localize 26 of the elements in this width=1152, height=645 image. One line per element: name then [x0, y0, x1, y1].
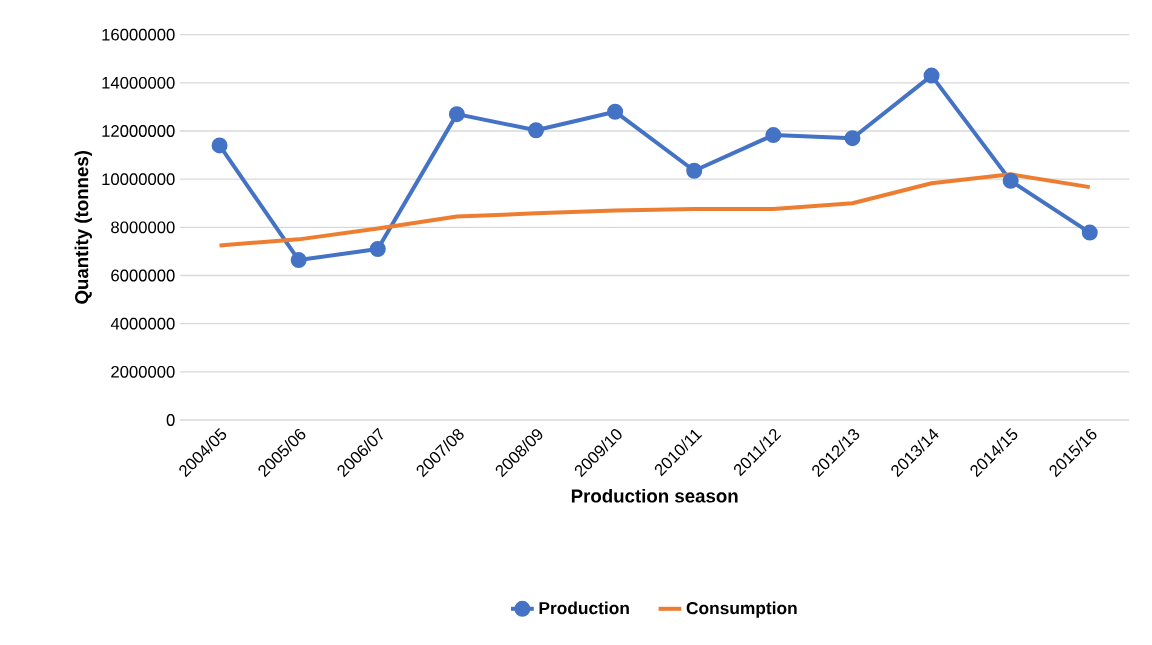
y-tick-label: 12000000 [102, 125, 175, 137]
y-tick-label: 0 [166, 414, 175, 426]
point [686, 162, 703, 179]
point [1081, 224, 1098, 241]
y-tick-label: 14000000 [102, 76, 175, 89]
y-tick-label: 2000000 [111, 365, 175, 378]
y-tick-label: 4000000 [110, 317, 175, 330]
line-series [217, 172, 1092, 248]
point [923, 67, 940, 84]
legend-label: Production [539, 601, 629, 615]
point [1002, 172, 1019, 189]
point [290, 252, 307, 269]
point [211, 137, 228, 154]
y-tick-label: 10000000 [102, 173, 175, 186]
legend-label: Consumption [686, 601, 797, 618]
y-tick-label: 8000000 [111, 221, 175, 234]
y-tick-label: 16000000 [102, 28, 175, 41]
point [369, 241, 386, 257]
y-tick-label: 6000000 [111, 269, 175, 282]
point [448, 106, 465, 123]
point [765, 127, 782, 144]
y-axis-title: Quantity (tonnes) [74, 151, 92, 304]
point [844, 130, 861, 147]
point [607, 103, 624, 120]
point [528, 122, 545, 139]
x-axis-title: Production season [571, 488, 738, 503]
